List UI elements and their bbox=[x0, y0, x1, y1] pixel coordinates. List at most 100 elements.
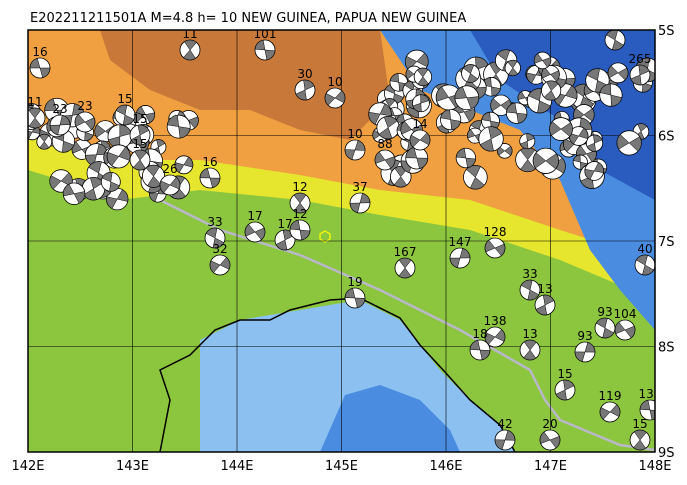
focal-mechanism bbox=[411, 94, 430, 113]
depth-label: 20 bbox=[542, 417, 557, 431]
lat-label: 7S bbox=[658, 235, 675, 250]
compression-lobe bbox=[599, 404, 621, 420]
depth-label: 13 bbox=[522, 327, 537, 341]
peaks bbox=[100, 30, 390, 140]
compression-lobe bbox=[607, 65, 629, 81]
depth-label: 265 bbox=[629, 52, 652, 66]
map-title: E202211211501A M=4.8 h= 10 NEW GUINEA, P… bbox=[30, 11, 466, 26]
lon-label: 142E bbox=[11, 459, 44, 474]
focal-mechanism bbox=[254, 39, 276, 61]
compression-lobe bbox=[539, 431, 561, 449]
lon-label: 145E bbox=[325, 459, 358, 474]
depth-label: 16 bbox=[32, 45, 47, 59]
compression-lobe bbox=[639, 399, 655, 421]
compression-lobe bbox=[293, 192, 307, 214]
compression-lobe bbox=[520, 279, 540, 301]
compression-lobe bbox=[183, 39, 197, 61]
depth-label: 33 bbox=[522, 267, 537, 281]
focal-mechanism bbox=[504, 59, 521, 77]
focal-mechanism bbox=[478, 126, 504, 152]
focal-mechanism bbox=[209, 254, 231, 276]
focal-mechanism bbox=[481, 111, 500, 131]
focal-mechanism bbox=[62, 182, 86, 205]
compression-lobe bbox=[49, 114, 71, 136]
focal-mechanism bbox=[519, 279, 541, 301]
depth-label: 10 bbox=[347, 127, 362, 141]
focal-mechanism bbox=[534, 294, 556, 316]
focal-mechanism bbox=[599, 83, 623, 107]
focal-mechanism bbox=[84, 143, 109, 167]
focal-mechanism bbox=[129, 149, 151, 171]
focal-mechanism bbox=[174, 155, 194, 175]
compression-lobe bbox=[574, 342, 596, 362]
compression-lobe bbox=[532, 152, 559, 170]
compression-lobe bbox=[455, 148, 476, 168]
depth-label: 33 bbox=[207, 215, 222, 229]
compression-lobe bbox=[349, 192, 371, 214]
compression-lobe bbox=[130, 124, 150, 146]
depth-label: 15 bbox=[132, 137, 147, 151]
focal-mechanism bbox=[390, 165, 412, 188]
focal-mechanism bbox=[541, 65, 560, 84]
compression-lobe bbox=[479, 126, 503, 152]
compression-lobe bbox=[254, 39, 276, 61]
focal-mechanism bbox=[494, 429, 516, 451]
compression-lobe bbox=[106, 146, 131, 167]
depth-label: 128 bbox=[484, 225, 507, 239]
compression-lobe bbox=[324, 90, 346, 106]
focal-mechanism bbox=[166, 114, 191, 139]
focal-mechanism bbox=[629, 64, 651, 86]
compression-lobe bbox=[484, 239, 506, 257]
compression-lobe bbox=[398, 257, 412, 279]
compression-lobe bbox=[378, 116, 398, 140]
lat-label: 8S bbox=[658, 341, 675, 356]
focal-mechanism bbox=[549, 117, 573, 141]
focal-mechanism bbox=[594, 317, 616, 339]
focal-mechanism bbox=[413, 67, 433, 87]
depth-label: 104 bbox=[614, 307, 637, 321]
compression-lobe bbox=[454, 86, 480, 110]
depth-label: 17 bbox=[277, 217, 292, 231]
compression-lobe bbox=[533, 53, 552, 68]
focal-mechanism bbox=[505, 102, 528, 124]
focal-mechanism bbox=[463, 164, 488, 190]
compression-lobe bbox=[535, 294, 555, 316]
compression-lobe bbox=[409, 132, 431, 148]
compression-lobe bbox=[599, 83, 623, 107]
compression-lobe bbox=[39, 134, 50, 150]
compression-lobe bbox=[244, 223, 266, 241]
focal-mechanism bbox=[490, 94, 512, 116]
compression-lobe bbox=[205, 227, 225, 249]
depth-label: 16 bbox=[202, 155, 217, 169]
compression-lobe bbox=[63, 183, 86, 204]
depth-label: 93 bbox=[577, 329, 592, 343]
focal-mechanism bbox=[604, 30, 626, 51]
focal-mechanism bbox=[519, 339, 541, 361]
focal-mechanism bbox=[629, 429, 651, 451]
focal-mechanism bbox=[394, 257, 416, 279]
focal-mechanism bbox=[461, 64, 480, 83]
depth-label: 88 bbox=[377, 137, 392, 151]
depth-label: 138 bbox=[484, 314, 507, 328]
focal-mechanism bbox=[599, 401, 621, 423]
focal-mechanism bbox=[129, 124, 151, 146]
depth-label: 15 bbox=[132, 112, 147, 126]
lon-label: 143E bbox=[116, 459, 149, 474]
focal-mechanism bbox=[572, 154, 588, 170]
depth-label: 32 bbox=[212, 242, 227, 256]
focal-mechanism bbox=[114, 104, 136, 126]
compression-lobe bbox=[519, 133, 535, 149]
focal-mechanism bbox=[289, 192, 311, 214]
depth-label: 11 bbox=[27, 95, 42, 109]
focal-mechanism bbox=[405, 146, 429, 170]
depth-label: 18 bbox=[472, 327, 487, 341]
focal-mechanism bbox=[539, 429, 561, 451]
focal-mechanism bbox=[469, 339, 491, 361]
depth-label: 147 bbox=[449, 235, 472, 249]
depth-label: 11 bbox=[182, 27, 197, 41]
depth-label: 23 bbox=[52, 102, 67, 116]
focal-mechanism bbox=[106, 187, 129, 211]
depth-label: 19 bbox=[347, 275, 362, 289]
